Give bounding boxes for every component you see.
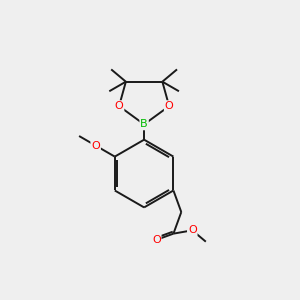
Text: O: O	[152, 235, 161, 245]
Text: B: B	[140, 119, 148, 129]
Text: O: O	[91, 141, 100, 151]
Text: O: O	[188, 225, 197, 235]
Text: O: O	[115, 101, 124, 111]
Text: O: O	[165, 101, 173, 111]
